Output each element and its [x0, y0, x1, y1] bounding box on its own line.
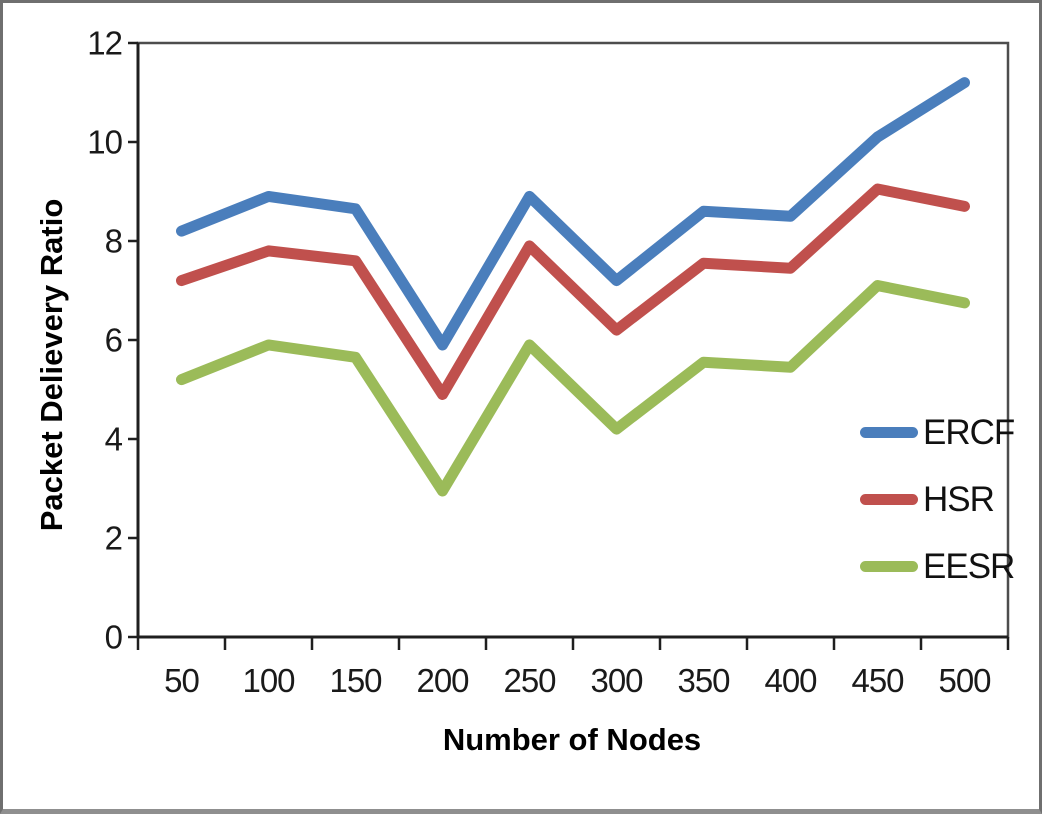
y-tick-label: 6 — [104, 321, 123, 359]
legend-entry-eesr: EESR — [860, 546, 1015, 586]
series-line-eesr — [176, 280, 970, 497]
series-line-ercf — [176, 77, 970, 351]
x-tick-label: 150 — [329, 662, 382, 699]
series-line-hsr — [176, 183, 970, 400]
legend-label: EESR — [923, 546, 1015, 586]
y-tick-label: 4 — [104, 420, 123, 458]
legend-swatch-eesr — [860, 560, 918, 572]
y-tick-label: 10 — [87, 123, 123, 161]
y-tick-label: 0 — [104, 618, 123, 656]
x-tick-label: 50 — [164, 662, 200, 699]
legend-label: HSR — [923, 479, 995, 519]
x-axis-title: Number of Nodes — [442, 722, 702, 757]
x-tick-label: 200 — [416, 662, 469, 699]
y-tick-label: 8 — [104, 222, 123, 260]
legend-swatch-ercf — [860, 426, 918, 438]
x-tick-label: 300 — [590, 662, 643, 699]
legend-label: ERCF — [923, 412, 1015, 452]
legend-entry-hsr: HSR — [860, 479, 995, 519]
x-tick-label: 100 — [242, 662, 295, 699]
legend-swatch-hsr — [860, 493, 918, 505]
x-tick-label: 400 — [764, 662, 817, 699]
legend-entry-ercf: ERCF — [860, 412, 1015, 452]
x-tick-label: 250 — [503, 662, 556, 699]
x-tick-label: 350 — [677, 662, 730, 699]
x-tick-label: 450 — [851, 662, 904, 699]
x-tick-label: 500 — [938, 662, 991, 699]
y-tick-label: 12 — [87, 24, 123, 62]
y-tick-label: 2 — [104, 519, 123, 557]
